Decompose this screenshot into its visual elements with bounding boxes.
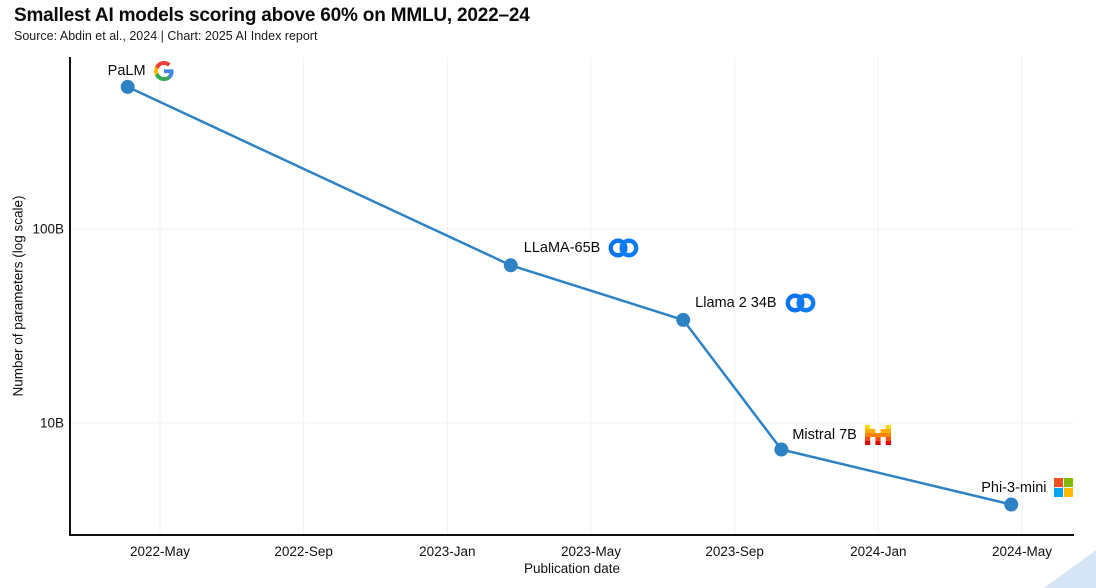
- x-tick-label: 2023-Jan: [419, 544, 475, 559]
- y-axis-label: Number of parameters (log scale): [10, 195, 26, 397]
- data-point-mistral-7b: [774, 442, 789, 457]
- x-tick-label: 2022-May: [130, 544, 190, 559]
- chart-source-line: Source: Abdin et al., 2024 | Chart: 2025…: [14, 29, 318, 43]
- x-tick-label: 2023-Sep: [705, 544, 764, 559]
- data-point-llama-65b: [503, 258, 518, 273]
- data-point-llama-2-34b: [676, 312, 691, 327]
- data-point-palm: [120, 79, 135, 94]
- x-tick-label: 2024-Jan: [850, 544, 906, 559]
- x-tick-label: 2024-May: [992, 544, 1052, 559]
- data-point-phi-3-mini: [1004, 497, 1019, 512]
- y-tick-label: 10B: [40, 416, 64, 431]
- x-tick-label: 2023-May: [561, 544, 621, 559]
- x-tick-label: 2022-Sep: [274, 544, 333, 559]
- y-tick-label: 100B: [32, 222, 64, 237]
- x-axis-label: Publication date: [523, 561, 621, 576]
- chart-title: Smallest AI models scoring above 60% on …: [14, 5, 530, 26]
- corner-accent-triangle: [1044, 550, 1096, 588]
